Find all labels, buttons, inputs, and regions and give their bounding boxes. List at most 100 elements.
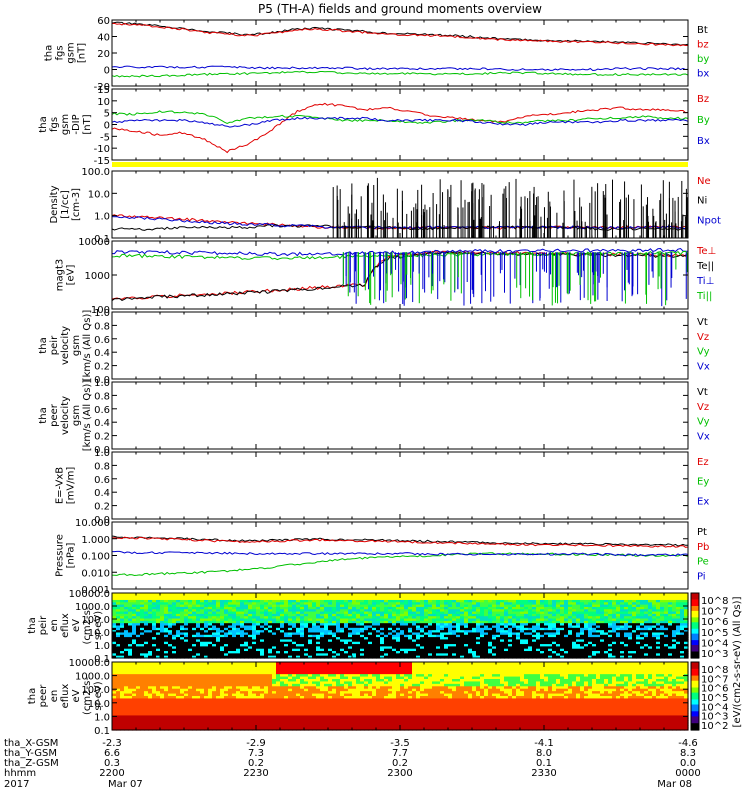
y-tick-label: 10000.0 [69,589,110,600]
series-By [111,110,689,124]
legend-Pt: Pt [697,527,707,538]
y-tick-label: 1.000 [81,535,110,546]
panel-frame [111,88,689,161]
y-tick-label: 0.1 [94,654,110,665]
x-row-label: tha_X-GSM [4,738,58,749]
series-bx [111,65,689,72]
x-tick-value: Mar 08 [657,779,692,790]
y-tick-label: 10.0 [88,628,110,639]
legend-Bz: Bz [697,94,709,105]
legend-Npot: Npot [697,215,721,226]
x-row-label: hhmm [4,768,36,779]
y-tick-label: 40 [97,33,110,44]
series-Te|| [111,251,689,302]
x-row-label: 2017 [4,779,29,790]
y-tick-label: 0.2 [94,362,110,373]
y-tick-label: 0.8 [94,391,110,402]
panel-7: E=-VxB[mV/m] [55,451,689,520]
legend-Vx: Vx [697,431,710,442]
y-tick-label: 100.0 [81,615,110,626]
colorbar-tick: 10^6 [701,684,728,695]
y-tick-label: 0 [104,66,110,77]
y-tick-label: 0.0 [94,445,110,456]
y-tick-label: 5 [104,109,110,120]
y-tick-label: 0.6 [94,475,110,486]
series-Bx [111,116,689,128]
y-tick-label: 0.0 [94,515,110,526]
series-Pi [112,550,689,557]
x-tick-value: -3.5 [390,738,410,749]
legend-Vy: Vy [697,417,710,428]
y-tick-label: 100 [91,305,110,316]
colorbar-upper [690,592,700,659]
y-tick-label: 1.0 [94,378,110,389]
y-axis-label: thapeerenefluxeV(cm2-s-sr-eV) [27,677,104,715]
y-axis-label: thapeervelocitygsm[km/s (All Qs)] [38,380,93,452]
y-tick-label: 0.6 [94,335,110,346]
panel-10: thapeerenefluxeV(cm2-s-sr-eV) [27,661,689,731]
y-tick-label: 100.0 [81,685,110,696]
panel-6: thapeervelocitygsm[km/s (All Qs)] [38,380,689,452]
colorbar-tick: 10^5 [701,693,728,704]
panel-3: Density[1/cc][cm-3] [49,170,689,239]
y-axis-label: thapeirenefluxeV(cm2-s-sr-eV) [27,606,104,644]
y-tick-label: 15 [97,85,110,96]
legend-bx: bx [697,69,709,80]
y-tick-label: 0.1 [94,234,110,245]
x-tick-value: 2330 [531,768,556,779]
y-tick-label: 20 [97,49,110,60]
series-Bz [111,102,689,154]
y-tick-label: 0.001 [81,585,110,596]
y-tick-label: 1.0 [94,448,110,459]
legend-Ti⊥: Ti⊥ [696,276,714,287]
y-tick-label: 1.0 [94,308,110,319]
y-tick-label: 10000.0 [69,658,110,669]
colorbar-tick: 10^2 [701,721,728,732]
y-tick-label: 10.0 [88,189,110,200]
series-Ti⊥ [112,247,688,257]
x-tick-value: -2.3 [102,738,122,749]
legend-Vz: Vz [697,332,709,343]
legend-Vt: Vt [697,317,708,328]
legend-Bx: Bx [697,136,710,147]
panel-frame [111,381,689,450]
legend-Te⊥: Te⊥ [696,246,716,257]
legend-Pe: Pe [697,557,709,568]
legend-Bt: Bt [697,25,708,36]
y-tick-label: 0.4 [94,348,110,359]
y-axis-label: Pressure[nPa] [55,534,77,577]
panel-1: thafgsgsm[nT] [44,19,689,87]
x-tick-value: 7.7 [392,748,408,759]
legend-Ne: Ne [697,176,711,187]
legend-Vz: Vz [697,402,709,413]
x-tick-value: 0.2 [392,758,408,769]
legend-Ti||: Ti|| [696,291,712,302]
y-tick-label: 0.4 [94,418,110,429]
x-tick-value: 8.0 [536,748,552,759]
x-tick-value: 0.1 [536,758,552,769]
y-tick-label: 10.0 [88,699,110,710]
colorbar-tick: 10^5 [701,628,728,639]
colorbar-tick: 10^3 [701,712,728,723]
y-tick-label: 100.0 [81,167,110,178]
x-tick-value: Mar 07 [108,779,143,790]
x-tick-value: 2200 [99,768,124,779]
legend-Vt: Vt [697,387,708,398]
y-tick-label: 0.8 [94,321,110,332]
x-tick-value: 0000 [675,768,700,779]
colorbar-tick: 10^4 [701,638,728,649]
y-axis-label: E=-VxB[mV/m] [55,467,77,505]
y-tick-label: 0.4 [94,488,110,499]
series-by [111,70,689,78]
legend-Vy: Vy [697,347,710,358]
y-tick-label: -5 [100,132,110,143]
y-tick-label: 0.2 [94,432,110,443]
legend-By: By [697,115,710,126]
colorbar-tick: 10^7 [701,607,728,618]
legend-bz: bz [697,40,709,51]
legend-Ez: Ez [697,457,709,468]
legend-Vx: Vx [697,361,710,372]
y-tick-label: -15 [94,156,110,167]
